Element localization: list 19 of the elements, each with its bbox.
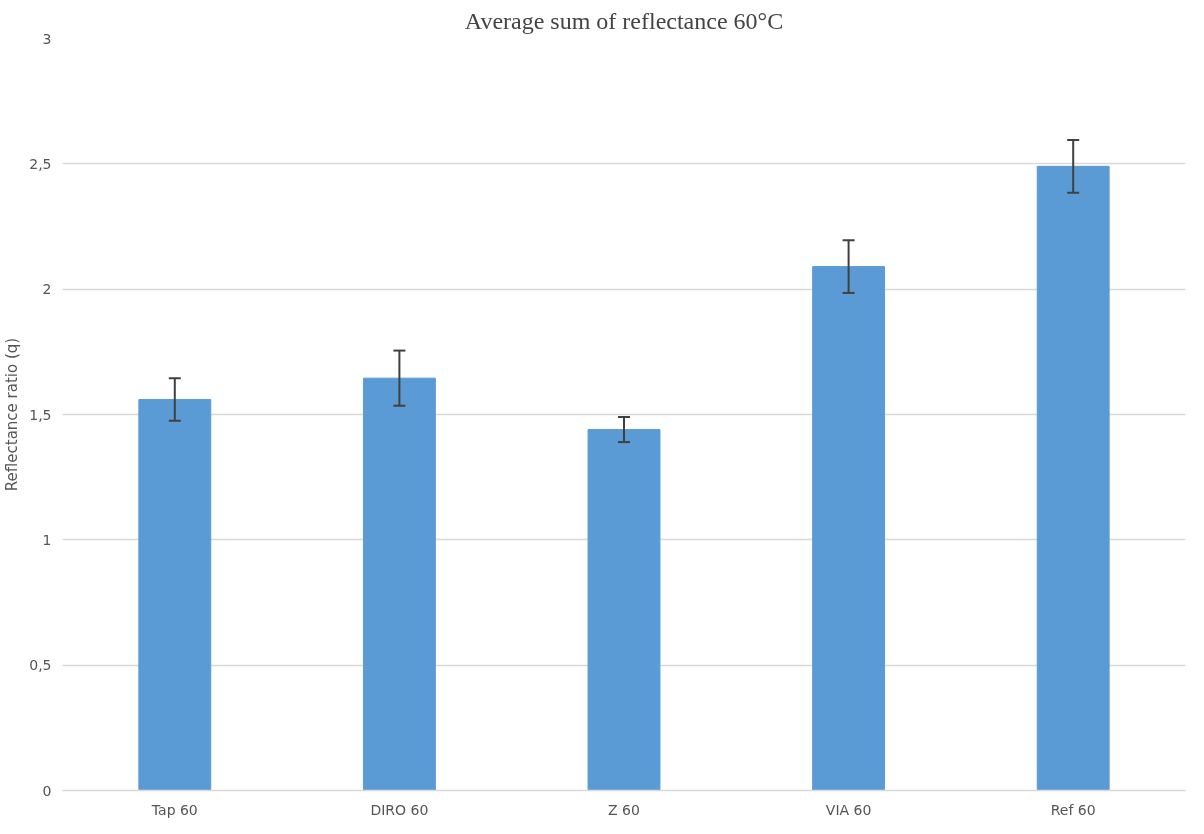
x-tick-label: Tap 60 bbox=[150, 801, 198, 818]
y-tick-label: 1,5 bbox=[29, 406, 52, 423]
y-tick-label: 0,5 bbox=[29, 657, 52, 674]
y-tick-label: 0 bbox=[42, 782, 52, 799]
bar bbox=[138, 398, 212, 791]
bar bbox=[587, 429, 661, 791]
y-tick-label: 1 bbox=[42, 531, 52, 548]
bar bbox=[1036, 165, 1110, 791]
x-tick-label: DIRO 60 bbox=[370, 801, 429, 818]
x-tick-label: Ref 60 bbox=[1050, 801, 1096, 818]
chart-title: Average sum of reflectance 60°C bbox=[464, 7, 784, 34]
y-axis-title: Reflectance ratio (q) bbox=[3, 337, 22, 492]
y-tick-label: 2,5 bbox=[29, 155, 52, 172]
bar bbox=[812, 266, 886, 791]
bar bbox=[362, 377, 436, 791]
y-tick-label: 2 bbox=[42, 281, 52, 298]
x-tick-label: Z 60 bbox=[608, 801, 640, 818]
x-tick-label: VIA 60 bbox=[825, 801, 872, 818]
y-tick-label: 3 bbox=[42, 30, 52, 47]
